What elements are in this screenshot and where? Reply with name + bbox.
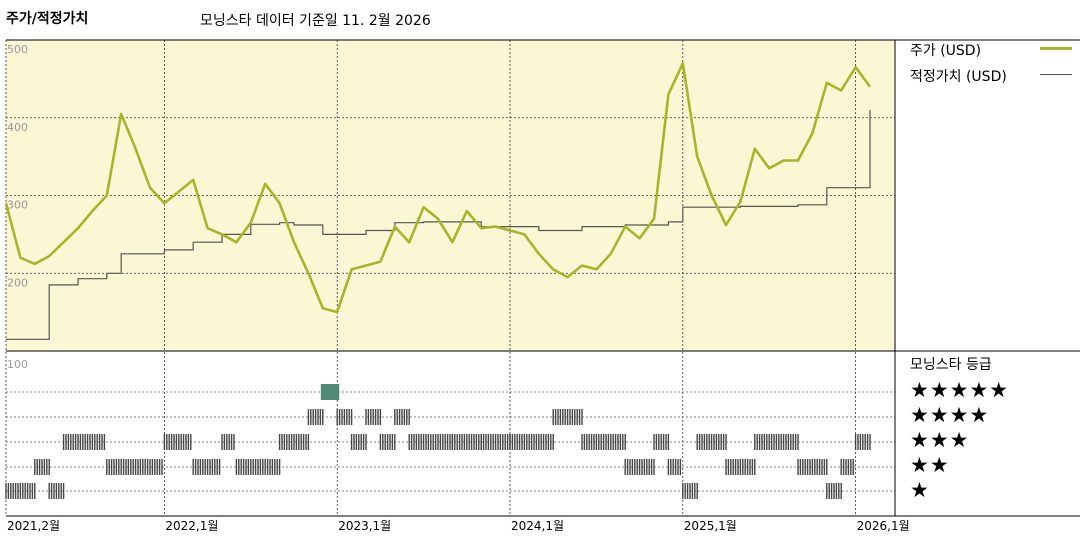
y-tick-label-500: 500: [7, 43, 28, 56]
rating-segment-16: [394, 409, 410, 425]
rating-segment-1: [34, 459, 50, 475]
rating-segment-18: [451, 434, 482, 450]
rating-segment-15: [379, 434, 396, 450]
rating-segment-28: [725, 459, 756, 475]
rating-level-3-stars: ★★★: [910, 428, 970, 452]
rating-segment-3: [62, 434, 106, 450]
x-tick-label-1: 2022,1월: [165, 519, 218, 533]
y-tick-label-200: 200: [7, 276, 28, 289]
rating-level-4-stars: ★★★★: [910, 403, 990, 427]
rating-level-1-star: ★: [910, 478, 930, 502]
rating-segment-24: [653, 434, 670, 450]
rating-segment-8: [235, 459, 281, 475]
rating-segment-13: [350, 434, 367, 450]
x-tick-labels: 2021,2월 2022,1월 2023,1월 2024,1월 2025,1월 2026,…: [7, 519, 910, 533]
rating-segment-10: [307, 409, 324, 425]
y-tick-label-100: 100: [7, 358, 28, 371]
rating-level-2-stars: ★★: [910, 453, 950, 477]
x-tick-label-3: 2024,1월: [511, 519, 564, 533]
rating-segment-23: [624, 459, 655, 475]
rating-segment-27: [696, 434, 727, 450]
rating-segment-26: [682, 483, 698, 499]
chart-left-title: 주가/적정가치: [6, 11, 89, 27]
rating-segment-17: [408, 434, 454, 450]
rating-segment-31: [826, 483, 842, 499]
data-date-note: 모닝스타 데이터 기준일 11. 2월 2026: [200, 13, 431, 29]
rating-segment-14: [365, 409, 382, 425]
rating-segment-6: [192, 459, 221, 475]
rating-segment-4: [106, 459, 163, 475]
rating-segment-22: [581, 434, 626, 450]
rating-segment-25: [667, 459, 682, 475]
rating-segment-29: [754, 434, 799, 450]
rating-segment-7: [221, 434, 235, 450]
y-tick-labels: 500 400 300 200 100: [7, 43, 28, 371]
legend-fair-value-swatch: [1040, 74, 1072, 75]
rating-segment-33: [854, 434, 871, 450]
y-tick-label-300: 300: [7, 199, 28, 212]
rating-segment-2: [48, 483, 65, 499]
x-tick-label-5: 2026,1월: [857, 519, 910, 533]
legend-fair-value-label: 적정가치 (USD): [910, 69, 1007, 85]
rating-legend-title: 모닝스타 등급: [910, 357, 992, 373]
rating-segment-19: [480, 434, 511, 450]
rating-segment-9: [278, 434, 310, 450]
rating-segment-32: [840, 459, 854, 475]
rating-segment-20: [509, 434, 554, 450]
rating-level-5-stars: ★★★★★: [910, 378, 1010, 402]
rating-layer: [5, 384, 871, 499]
rating-segment-0: [5, 483, 36, 499]
rating-segment-30: [797, 459, 828, 475]
x-tick-label-4: 2025,1월: [684, 519, 737, 533]
legend-price-swatch: [1040, 47, 1072, 50]
x-tick-label-2: 2023,1월: [338, 519, 391, 533]
x-tick-label-0: 2021,2월: [7, 519, 60, 533]
series-price-line: [4, 61, 872, 314]
rating-segment-12: [336, 409, 353, 425]
rating-segment-21: [552, 409, 583, 425]
legend-price-label: 주가 (USD): [910, 43, 982, 59]
series-fair-value-line: [6, 110, 871, 340]
rating-segment-5: [163, 434, 192, 450]
rating-segment-11: [320, 384, 340, 400]
y-tick-label-400: 400: [7, 121, 28, 134]
